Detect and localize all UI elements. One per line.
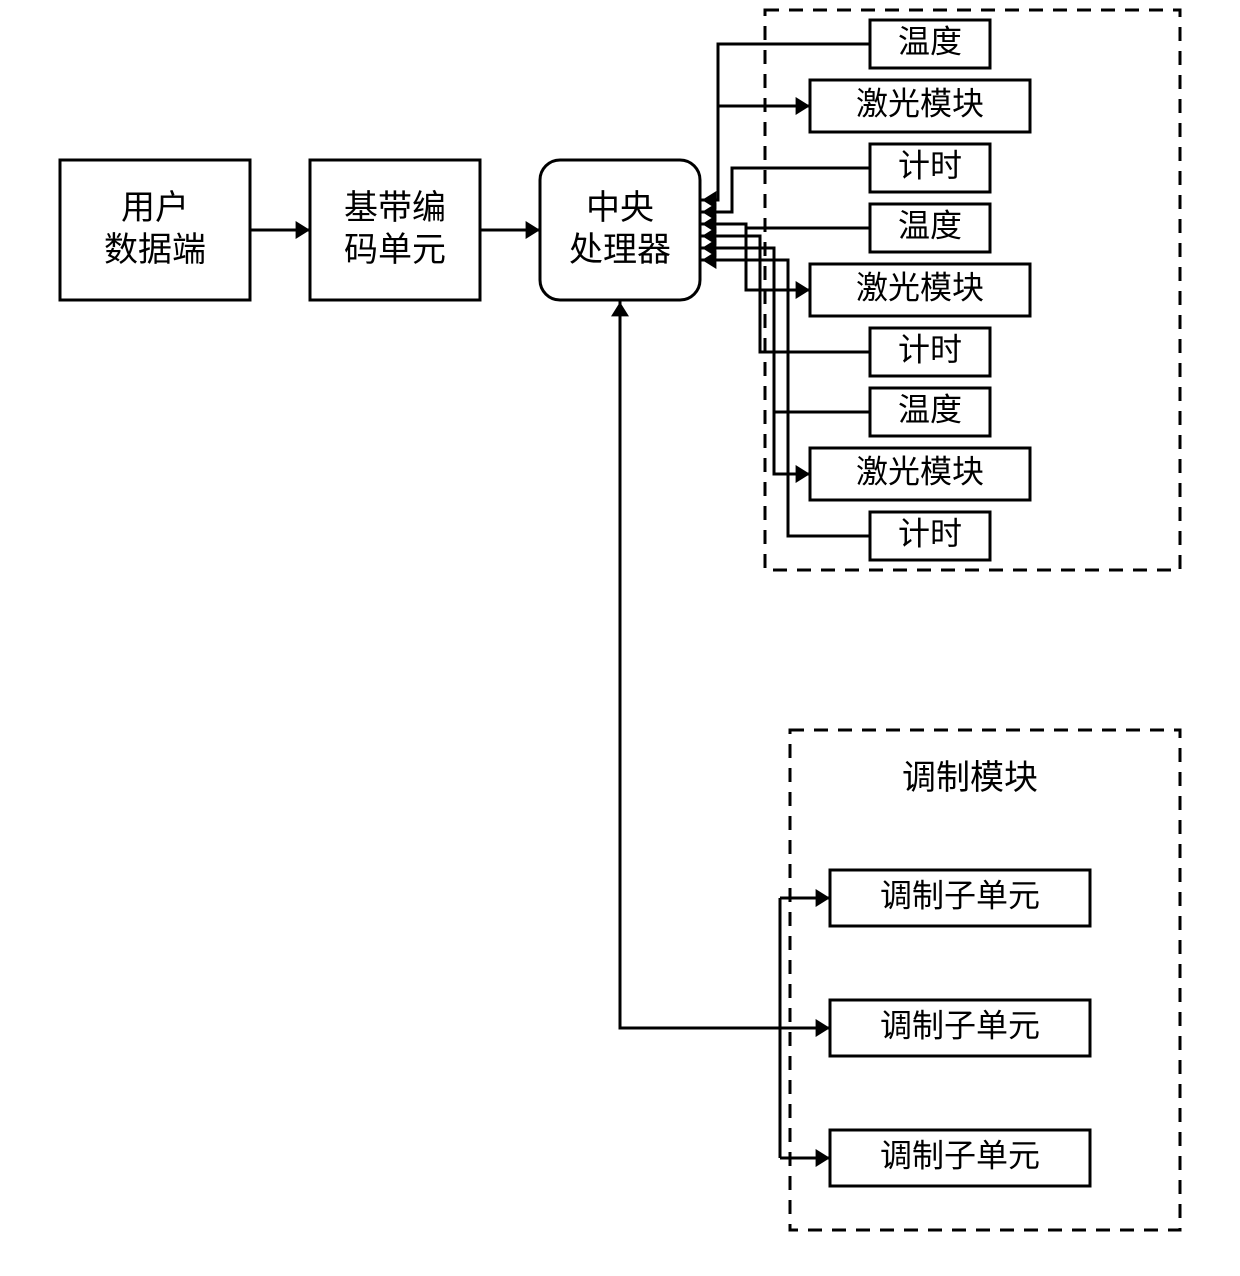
mod2-label: 调制子单元 — [880, 1001, 1040, 1047]
mod_title-label: 调制模块 — [902, 750, 1038, 799]
mod3-label: 调制子单元 — [880, 1131, 1040, 1177]
temp3-label: 温度 — [898, 385, 962, 431]
timer2-label: 计时 — [898, 325, 962, 371]
mod1-label: 调制子单元 — [880, 871, 1040, 917]
laser1-label: 激光模块 — [856, 79, 984, 125]
laser3-label: 激光模块 — [856, 447, 984, 493]
wire-cpu-laser1 — [700, 106, 810, 200]
cpu-label2: 处理器 — [569, 222, 671, 271]
timer1-label: 计时 — [898, 141, 962, 187]
wire-mod-to-cpu — [620, 300, 780, 1028]
temp2-label: 温度 — [898, 201, 962, 247]
baseband-label2: 码单元 — [344, 222, 446, 271]
user_data-label2: 数据端 — [104, 222, 206, 271]
wire-cpu-timer1 — [700, 168, 870, 212]
wire-cpu-laser2 — [700, 224, 810, 290]
timer3-label: 计时 — [898, 509, 962, 555]
laser2-label: 激光模块 — [856, 263, 984, 309]
temp1-label: 温度 — [898, 17, 962, 63]
wire-cpu-laser3 — [700, 248, 810, 474]
